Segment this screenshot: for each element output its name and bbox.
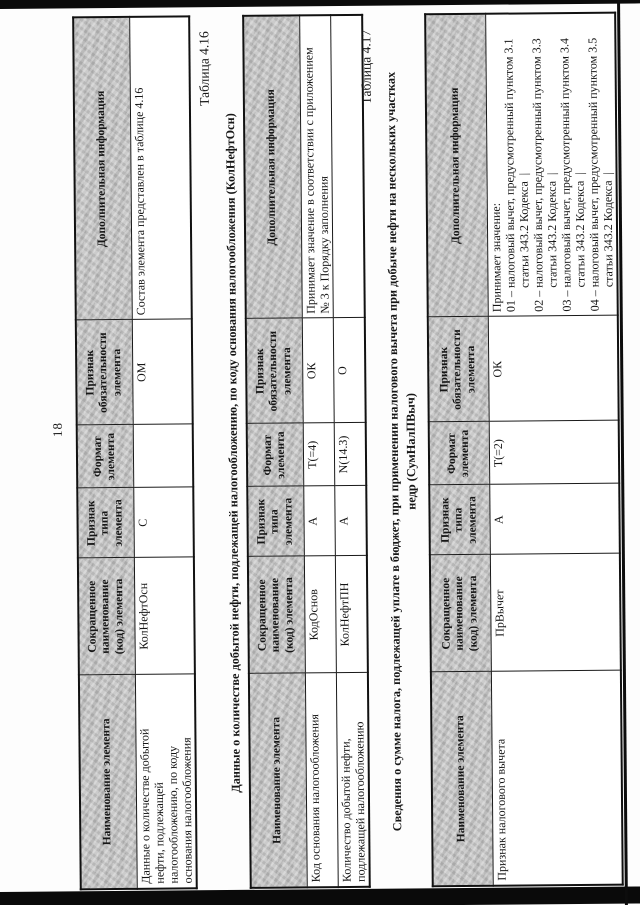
cell-type: А	[489, 483, 620, 555]
cell-element-name: Код основания налогообложения	[304, 673, 338, 888]
table-kolneftosn-parent: Наименование элемента Сокращенное наимен…	[72, 15, 198, 891]
cell-obligation: ОК	[487, 315, 619, 422]
heading-sumnalpvych: Сведения о сумме налога, подлежащей упла…	[383, 71, 419, 832]
cell-extra-info: Принимает значение: 01 – налоговый вычет…	[485, 12, 618, 317]
col-header-format: Формат элемента	[428, 421, 490, 486]
table-row: Признак налогового вычета ПрВычет А Т(=2…	[485, 12, 623, 886]
cell-obligation: ОМ	[131, 319, 193, 425]
cell-element-name: Признак налогового вычета	[490, 670, 623, 886]
caption-table-4-16: Таблица 4.16	[196, 31, 212, 106]
heading-kolneftosn: Данные о количестве добытой нефти, подле…	[222, 113, 243, 793]
table-header-row: Наименование элемента Сокращенное наимен…	[73, 16, 137, 890]
cell-type: С	[133, 487, 194, 558]
table-4-16-kolneftosn: Наименование элемента Сокращенное наимен…	[242, 13, 371, 889]
col-header-short-name: Сокращенное наименование (код) элемента	[429, 554, 491, 673]
cell-extra-info: Принимает значение в соответствии с прил…	[299, 15, 333, 319]
table-row: Данные о количестве добытой нефти, подле…	[129, 16, 197, 889]
col-header-extra-info: Дополнительная информация	[425, 13, 488, 318]
col-header-obligation: Признак обязательности элемента	[75, 319, 133, 426]
col-header-short-name: Сокращенное наименование (код) элемента	[77, 557, 135, 676]
cell-format: Т(=4)	[302, 423, 335, 487]
cell-obligation: ОК	[301, 318, 334, 424]
cell-short-name: ПрВычет	[489, 553, 621, 672]
col-header-element-name: Наименование элемента	[430, 671, 493, 887]
col-header-short-name: Сокращенное наименование (код) элемента	[247, 556, 305, 674]
cell-type: А	[303, 486, 335, 557]
table-4-17-sumnalpvych: Наименование элемента Сокращенное наимен…	[424, 11, 624, 888]
page-number: 18	[49, 421, 65, 438]
col-header-obligation: Признак обязательности элемента	[245, 318, 303, 424]
col-header-extra-info: Дополнительная информация	[243, 15, 302, 319]
table-header-row: Наименование элемента Сокращенное наимен…	[243, 15, 307, 888]
col-header-format: Формат элемента	[76, 424, 134, 489]
cell-format	[132, 424, 193, 488]
col-header-extra-info: Дополнительная информация	[73, 16, 132, 321]
cell-extra-info: Состав элемента представлен в таблице 4.…	[129, 16, 192, 320]
scan-edge-bar-right	[0, 0, 640, 10]
cell-short-name: КодОснов	[303, 556, 336, 674]
col-header-element-name: Наименование элемента	[78, 674, 137, 890]
col-header-element-name: Наименование элемента	[248, 673, 307, 888]
col-header-type: Признак типа элемента	[247, 486, 304, 557]
cell-element-name: Данные о количестве добытой нефти, подле…	[134, 674, 197, 889]
col-header-format: Формат элемента	[246, 423, 304, 487]
col-header-obligation: Признак обязательности элемента	[427, 316, 489, 423]
col-header-type: Признак типа элемента	[77, 487, 134, 559]
table-header-row: Наименование элемента Сокращенное наимен…	[425, 13, 493, 887]
col-header-type: Признак типа элемента	[429, 484, 490, 556]
cell-format: Т(=2)	[488, 420, 620, 485]
cell-short-name: КолНефтОсн	[133, 557, 195, 675]
